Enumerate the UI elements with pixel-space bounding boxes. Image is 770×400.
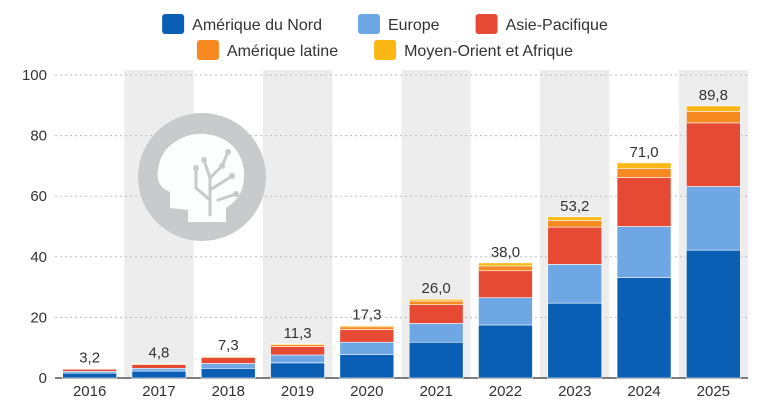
bar-segment-3 <box>131 364 187 369</box>
bar-segment-4 <box>478 265 533 272</box>
total-label: 7,3 <box>218 337 239 354</box>
bar-segment-2 <box>131 368 187 372</box>
bar-segment-3 <box>616 177 672 227</box>
bar-segment-1 <box>686 249 741 379</box>
bar-segment-5 <box>408 298 464 302</box>
bar-segment-4 <box>408 300 464 305</box>
legend-item: Moyen-Orient et Afrique <box>374 40 573 60</box>
x-tick-label: 2022 <box>489 383 522 400</box>
bar-segment-5 <box>270 343 325 345</box>
x-tick-label: 2023 <box>558 383 591 400</box>
x-tick-label: 2024 <box>627 383 660 400</box>
legend-label: Europe <box>388 17 440 34</box>
bar-segment-2 <box>547 264 603 304</box>
total-label: 11,3 <box>284 325 312 342</box>
x-tick-label: 2025 <box>697 383 730 400</box>
bar-segment-1 <box>270 362 325 379</box>
legend-swatch <box>374 40 397 60</box>
bar-segment-1 <box>408 341 464 379</box>
legend: Amérique du Nord Europe Asie-Pacifique Amér… <box>162 14 608 60</box>
bar-segment-3 <box>686 122 741 187</box>
legend-label: Amérique du Nord <box>192 17 322 34</box>
legend-label: Asie-Pacifique <box>506 17 608 34</box>
y-tick-label: 40 <box>30 249 47 266</box>
bar-segment-5 <box>686 105 741 112</box>
legend-item: Amérique du Nord <box>162 14 322 34</box>
y-tick-label: 100 <box>22 67 47 84</box>
total-label: 3,2 <box>79 349 100 366</box>
total-label: 53,2 <box>560 198 589 215</box>
bar-segment-3 <box>200 357 256 364</box>
bar-segment-2 <box>616 226 672 278</box>
total-label: 17,3 <box>352 307 381 324</box>
bar-segment-2 <box>339 341 395 355</box>
y-axis-ticks: 0 20 40 60 80 100 <box>22 67 47 387</box>
legend-label: Amérique latine <box>227 43 338 60</box>
bar-segment-5 <box>339 325 395 328</box>
legend-item: Asie-Pacifique <box>475 14 608 34</box>
y-tick-label: 20 <box>30 309 47 326</box>
bar-segment-5 <box>547 216 603 221</box>
bar-segment-5 <box>478 262 533 267</box>
head-circuit-icon <box>138 113 266 241</box>
bars <box>62 105 741 379</box>
total-label: 89,8 <box>699 87 728 104</box>
x-tick-label: 2019 <box>281 383 314 400</box>
bar-segment-3 <box>408 304 464 324</box>
bar-segment-3 <box>62 368 117 372</box>
legend-item: Amérique latine <box>196 40 338 60</box>
bar-segment-2 <box>686 186 741 251</box>
bar-segment-2 <box>478 297 533 326</box>
legend-swatch <box>357 14 380 34</box>
total-label: 71,0 <box>629 144 658 161</box>
bar-segment-1 <box>339 354 395 379</box>
bar-segment-1 <box>200 368 256 379</box>
total-label: 26,0 <box>422 280 451 297</box>
bar-segment-4 <box>547 220 603 228</box>
legend-swatch <box>475 14 498 34</box>
x-tick-label: 2021 <box>419 383 452 400</box>
legend-swatch <box>196 40 219 60</box>
legend-item: Europe <box>357 14 440 34</box>
bar-segment-5 <box>200 355 256 357</box>
x-tick-label: 2018 <box>212 383 245 400</box>
x-tick-label: 2016 <box>73 383 106 400</box>
bar-segment-3 <box>270 346 325 356</box>
bar-segment-4 <box>339 326 395 330</box>
y-tick-label: 80 <box>30 128 47 145</box>
bar-segment-1 <box>547 302 603 379</box>
bar-segment-2 <box>200 363 256 369</box>
total-label: 38,0 <box>491 244 520 261</box>
bar-segment-2 <box>408 323 464 343</box>
x-tick-label: 2017 <box>142 383 175 400</box>
y-tick-label: 0 <box>39 370 47 387</box>
column-band <box>262 70 333 378</box>
bar-segment-2 <box>270 354 325 364</box>
bar-segment-1 <box>62 372 117 379</box>
x-tick-label: 2020 <box>350 383 383 400</box>
bar-segment-4 <box>616 168 672 178</box>
bar-segment-3 <box>547 226 603 265</box>
x-axis-ticks: 2016 2017 2018 2019 2020 2021 2022 2023 2024 2025 <box>73 383 730 400</box>
bar-segment-1 <box>131 370 187 379</box>
legend-label: Moyen-Orient et Afrique <box>404 43 573 60</box>
bar-segment-4 <box>686 111 741 124</box>
bar-segment-1 <box>616 277 672 379</box>
total-labels: 3,2 4,8 7,3 11,3 17,3 26,0 38,0 53,2 71,0 89,8 <box>79 87 728 366</box>
total-label: 4,8 <box>149 344 170 361</box>
bar-segment-5 <box>616 162 672 169</box>
bar-segment-1 <box>478 324 533 379</box>
bar-segment-3 <box>478 270 533 299</box>
legend-swatch <box>162 14 185 34</box>
bar-segment-3 <box>339 329 395 343</box>
y-tick-label: 60 <box>30 188 47 205</box>
